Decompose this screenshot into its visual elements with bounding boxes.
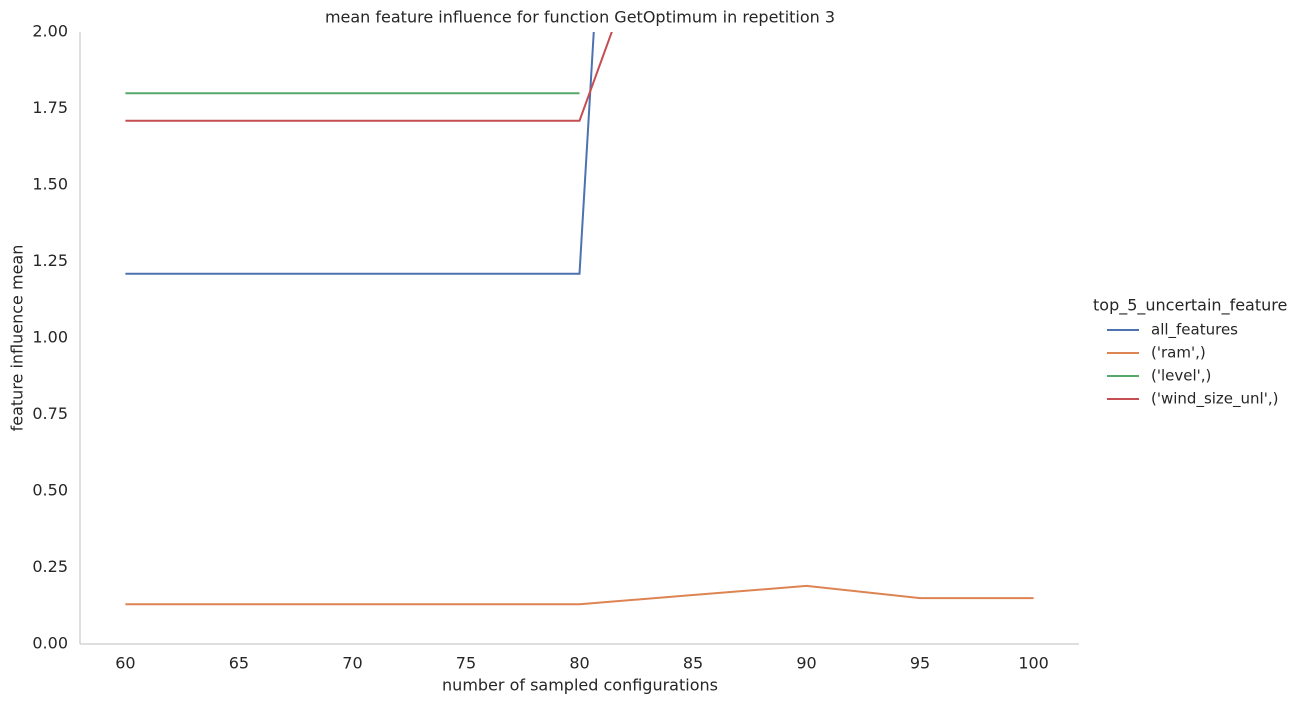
- y-tick-label: 0.00: [32, 634, 68, 653]
- x-tick-label: 80: [569, 654, 589, 673]
- x-tick-label: 60: [115, 654, 135, 673]
- legend-label: all_features: [1151, 321, 1238, 340]
- x-tick-label: 90: [796, 654, 816, 673]
- y-tick-label: 1.50: [32, 175, 68, 194]
- y-axis-label: feature influence mean: [8, 245, 27, 432]
- legend-label: ('wind_size_unl',): [1151, 390, 1278, 409]
- x-tick-label: 85: [683, 654, 703, 673]
- series-line: [125, 32, 613, 122]
- x-tick-label: 95: [910, 654, 930, 673]
- chart-title: mean feature influence for function GetO…: [325, 8, 835, 27]
- legend-label: ('ram',): [1151, 344, 1206, 362]
- x-tick-label: 75: [456, 654, 476, 673]
- y-tick-label: 1.25: [32, 251, 68, 270]
- y-tick-label: 1.00: [32, 328, 68, 347]
- y-tick-label: 1.75: [32, 98, 68, 117]
- y-tick-label: 2.00: [32, 22, 68, 41]
- x-axis-label: number of sampled configurations: [442, 676, 718, 695]
- legend-title: top_5_uncertain_feature: [1093, 296, 1287, 316]
- series-line: [125, 32, 595, 275]
- y-tick-label: 0.50: [32, 481, 68, 500]
- y-tick-label: 0.25: [32, 557, 68, 576]
- x-tick-label: 100: [1018, 654, 1049, 673]
- y-tick-label: 0.75: [32, 404, 68, 423]
- x-tick-label: 65: [229, 654, 249, 673]
- x-tick-label: 70: [342, 654, 362, 673]
- series-line: [125, 584, 1034, 606]
- legend-label: ('level',): [1151, 367, 1211, 385]
